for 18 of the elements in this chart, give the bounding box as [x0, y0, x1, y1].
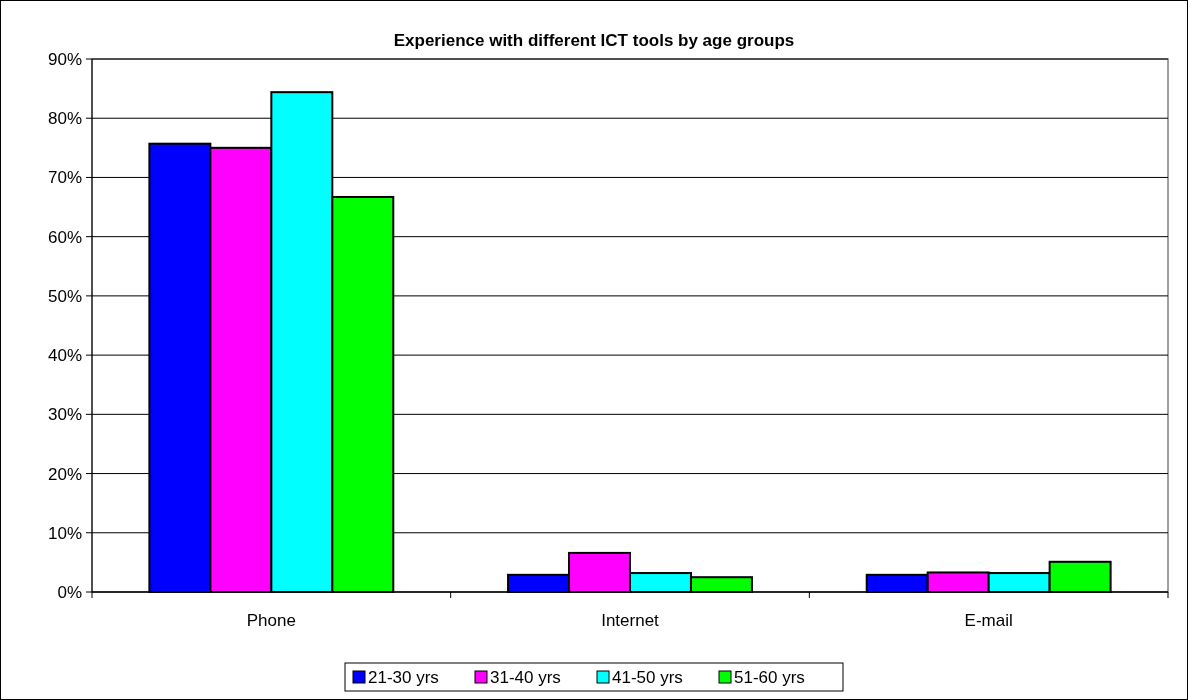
- y-tick-label: 60%: [47, 227, 82, 247]
- y-tick-label: 90%: [47, 49, 82, 69]
- y-tick-label: 50%: [47, 286, 82, 306]
- legend-label: 31-40 yrs: [490, 667, 561, 687]
- legend-label: 51-60 yrs: [734, 667, 805, 687]
- y-tick-label: 10%: [47, 523, 82, 543]
- y-tick-label: 40%: [47, 346, 82, 366]
- x-tick-label: Internet: [601, 611, 660, 630]
- y-tick-label: 80%: [47, 109, 82, 129]
- legend-label: 21-30 yrs: [368, 667, 439, 687]
- chart-title: Experience with different ICT tools by age groups: [393, 31, 795, 50]
- legend-label: 41-50 yrs: [612, 667, 683, 687]
- x-tick-label: E-mail: [964, 611, 1013, 630]
- y-tick-label: 70%: [47, 168, 82, 188]
- y-tick-label: 0%: [57, 582, 82, 602]
- y-tick-label: 20%: [47, 464, 82, 484]
- y-tick-label: 30%: [47, 405, 82, 425]
- x-tick-label: Phone: [246, 611, 296, 630]
